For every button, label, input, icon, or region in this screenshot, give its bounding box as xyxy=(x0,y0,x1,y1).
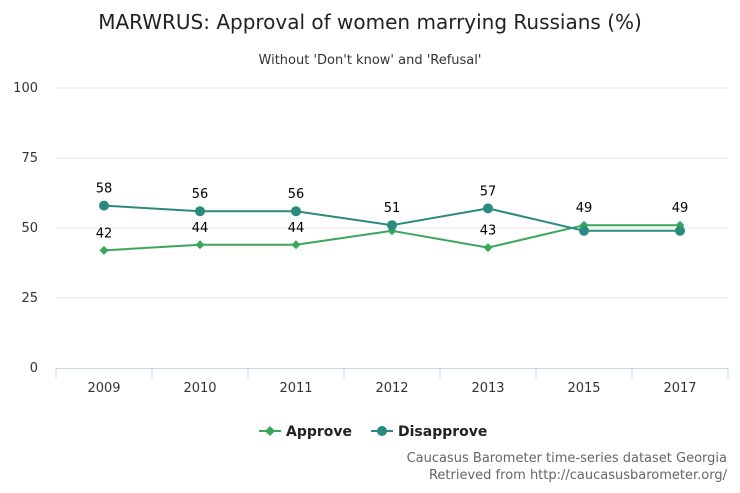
data-point-disapprove[interactable] xyxy=(579,225,589,236)
data-label-disapprove: 56 xyxy=(288,187,305,202)
data-label-approve: 44 xyxy=(192,221,209,236)
x-tick-label: 2013 xyxy=(471,381,504,396)
data-point-approve[interactable] xyxy=(195,240,205,250)
chart-subtitle: Without 'Don't know' and 'Refusal' xyxy=(259,53,482,68)
credits-line-2[interactable]: Retrieved from http://caucasusbarometer.… xyxy=(429,468,728,483)
legend-label-disapprove: Disapprove xyxy=(398,424,487,440)
y-tick-label: 75 xyxy=(21,151,38,166)
data-label-approve: 44 xyxy=(288,221,305,236)
x-tick-label: 2017 xyxy=(663,381,696,396)
data-label-approve: 42 xyxy=(96,226,113,241)
legend-item-approve[interactable]: Approve xyxy=(259,424,352,440)
data-point-disapprove[interactable] xyxy=(99,200,109,211)
data-point-approve[interactable] xyxy=(291,240,301,250)
legend: Approve Disapprove xyxy=(259,424,487,440)
data-point-disapprove[interactable] xyxy=(195,206,205,217)
data-label-disapprove: 57 xyxy=(480,184,497,199)
data-labels: 42 44 44 43 49 49 58 56 56 51 57 xyxy=(96,182,689,242)
y-tick-label: 0 xyxy=(30,361,38,376)
y-tick-label: 25 xyxy=(21,291,38,306)
x-tick-label: 2012 xyxy=(375,381,408,396)
legend-label-approve: Approve xyxy=(286,424,352,440)
y-tick-label: 100 xyxy=(13,81,38,96)
y-tick-label: 50 xyxy=(21,221,38,236)
data-label-disapprove: 51 xyxy=(384,201,401,216)
data-point-disapprove[interactable] xyxy=(291,206,301,217)
legend-item-disapprove[interactable]: Disapprove xyxy=(371,424,487,440)
x-tick-label: 2011 xyxy=(279,381,312,396)
chart-title: MARWRUS: Approval of women marrying Russ… xyxy=(98,10,642,34)
data-point-approve[interactable] xyxy=(483,243,493,253)
x-tick-label: 2015 xyxy=(567,381,600,396)
x-axis: 2009 2010 2011 2012 2013 2015 2017 xyxy=(55,368,729,396)
data-label-disapprove: 56 xyxy=(192,187,209,202)
plot-area xyxy=(99,200,685,255)
data-point-disapprove[interactable] xyxy=(483,203,493,214)
legend-marker-disapprove xyxy=(377,426,387,436)
data-label-approve: 43 xyxy=(480,224,497,239)
data-label-disapprove: 58 xyxy=(96,182,113,197)
grid: 0 25 50 75 100 xyxy=(13,81,728,376)
data-point-approve[interactable] xyxy=(99,245,109,255)
x-tick-label: 2010 xyxy=(183,381,216,396)
data-label-approve: 49 xyxy=(576,201,593,216)
credits-line-1: Caucasus Barometer time-series dataset G… xyxy=(407,451,727,466)
data-label-approve: 49 xyxy=(672,201,689,216)
legend-marker-approve xyxy=(265,426,275,436)
data-point-disapprove[interactable] xyxy=(387,220,397,231)
data-point-disapprove[interactable] xyxy=(675,225,685,236)
x-tick-label: 2009 xyxy=(87,381,120,396)
